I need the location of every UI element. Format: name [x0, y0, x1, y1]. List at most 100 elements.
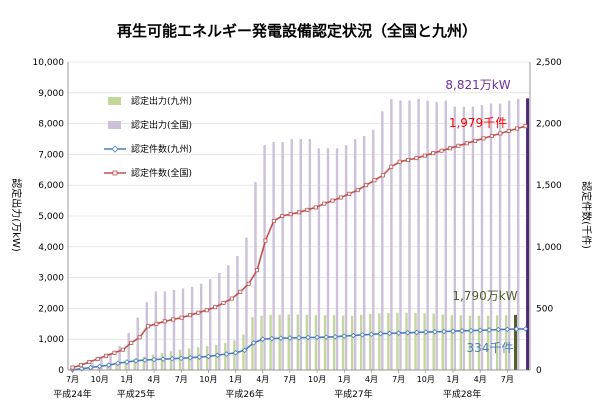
bar-kyushu [468, 315, 472, 370]
point-kyushu-count [259, 336, 266, 342]
x-tick-label: 4月 [474, 375, 487, 384]
bar-kyushu [450, 315, 453, 370]
point-kyushu-count [223, 351, 230, 357]
point-kyushu-count [404, 330, 411, 336]
point-national-count [372, 178, 377, 183]
bar-kyushu [405, 312, 408, 370]
point-national-count [280, 213, 285, 218]
bar-national [118, 345, 121, 370]
y-tick-right: 0 [536, 366, 542, 376]
point-kyushu-count [350, 332, 357, 339]
point-kyushu-count [196, 354, 203, 360]
bar-national [227, 265, 230, 370]
point-kyushu-count [323, 334, 329, 340]
point-kyushu-count [368, 331, 375, 338]
point-national-count [288, 212, 293, 217]
x-tick-label: 7月 [392, 375, 405, 384]
point-kyushu-count [495, 326, 502, 333]
point-kyushu-count [278, 335, 284, 341]
point-kyushu-count [269, 335, 275, 342]
bar-national [399, 100, 402, 370]
point-national-count [120, 347, 125, 352]
y-tick-left: 3,000 [38, 274, 64, 284]
point-kyushu-count [459, 328, 465, 334]
point-kyushu-count [513, 326, 520, 332]
bar-kyushu [305, 314, 309, 370]
point-kyushu-count [96, 363, 103, 370]
bar-national [417, 98, 420, 371]
point-national-count [481, 136, 486, 141]
point-national-count [523, 124, 528, 129]
bar-national [281, 142, 284, 370]
point-kyushu-count [287, 335, 293, 341]
bar-national [462, 106, 466, 370]
bar-kyushu [169, 351, 173, 370]
x-tick-label: 1月 [446, 375, 459, 384]
bar-national [426, 100, 429, 370]
legend-marker [111, 145, 119, 153]
x-tick-label: 10月 [417, 375, 435, 384]
x-era-label: 平成24年 [53, 388, 91, 400]
point-national-count [414, 156, 419, 161]
point-kyushu-count [250, 340, 257, 346]
point-national-count [154, 321, 159, 326]
bar-national [526, 98, 530, 370]
point-kyushu-count [486, 327, 493, 333]
bar-national [109, 353, 112, 370]
chart-title: 再生可能エネルギー発電設備認定状況（全国と九州） [117, 22, 477, 40]
point-national-count [473, 138, 478, 143]
bar-kyushu [296, 314, 299, 370]
bar-kyushu [486, 315, 490, 370]
point-national-count [296, 210, 301, 215]
point-national-count [187, 313, 192, 318]
point-kyushu-count [142, 357, 148, 363]
point-national-count [322, 201, 327, 206]
point-kyushu-count [105, 362, 112, 368]
point-national-count [229, 296, 234, 301]
x-era-label: 平成25年 [117, 388, 155, 400]
grid [68, 61, 530, 371]
annotation-label: 1,790万kW [452, 289, 517, 303]
point-kyushu-count [332, 333, 339, 340]
bar-kyushu [423, 313, 426, 370]
point-kyushu-count [214, 352, 221, 358]
bar-national [471, 106, 475, 370]
point-national-count [355, 188, 360, 193]
point-kyushu-count [423, 329, 429, 335]
legend: 認定出力(九州) 認定出力(全国) 認定件数(九州) 認定件数(全国) [104, 95, 192, 179]
x-tick-label: 4月 [365, 375, 378, 384]
point-kyushu-count [359, 332, 366, 338]
bar-kyushu [341, 315, 345, 370]
bar-national [381, 111, 384, 370]
bar-kyushu [269, 314, 272, 370]
point-national-count [506, 128, 511, 133]
point-national-count [263, 238, 268, 243]
point-national-count [305, 207, 310, 212]
point-national-count [171, 317, 176, 322]
bar-national [190, 286, 194, 370]
legend-label: 認定件数(全国) [131, 167, 192, 179]
point-kyushu-count [133, 357, 139, 364]
point-national-count [213, 305, 218, 310]
point-national-count [137, 335, 142, 340]
bar-national [245, 237, 248, 370]
point-kyushu-count [441, 328, 447, 335]
point-kyushu-count [296, 334, 302, 341]
x-tick-label: 10月 [199, 375, 217, 384]
bar-kyushu [350, 315, 354, 370]
point-national-count [347, 191, 352, 196]
point-national-count [489, 133, 494, 138]
bar-national [507, 100, 511, 370]
point-national-count [464, 141, 469, 146]
point-kyushu-count [124, 359, 130, 365]
point-national-count [87, 359, 92, 364]
bar-kyushu [97, 366, 100, 370]
bar-kyushu [106, 365, 109, 370]
bar-kyushu [278, 314, 281, 370]
point-national-count [238, 289, 243, 294]
bar-national [209, 279, 212, 370]
point-national-count [196, 310, 201, 315]
bar-national [444, 100, 447, 370]
y-tick-left: 0 [58, 366, 64, 376]
bar-national [236, 256, 239, 370]
